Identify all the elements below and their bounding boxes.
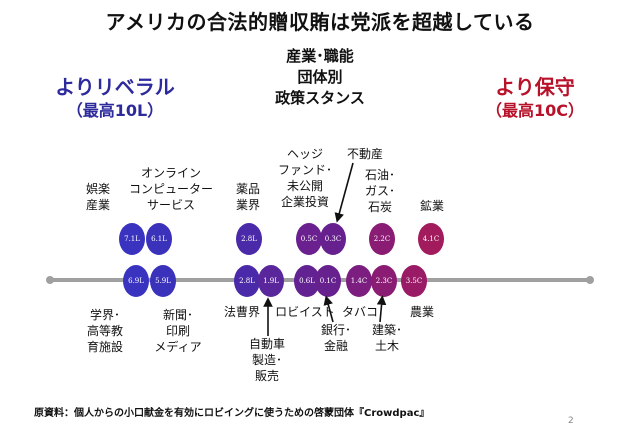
- label-line: 石炭: [367, 200, 392, 214]
- circle-real-estate: 0.3C: [320, 223, 346, 255]
- center-heading-line-3: 政策スタンス: [275, 89, 365, 107]
- center-heading-line-2: 団体別: [297, 68, 343, 86]
- label-line: ガス･: [364, 184, 395, 198]
- label-line: メディア: [154, 340, 202, 354]
- label-media: 新聞･ 印刷 メディア: [148, 307, 208, 355]
- label-entertainment: 娯楽 産業: [78, 181, 118, 213]
- circle-oil-gas-coal: 2.2C: [369, 223, 395, 255]
- arrow-banking: [323, 295, 334, 323]
- circle-construction: 2.3C: [371, 265, 397, 297]
- label-line: 販売: [254, 369, 279, 383]
- circle-mining: 4.1C: [418, 223, 444, 255]
- page-number: 2: [568, 416, 574, 426]
- label-line: 高等教: [86, 324, 123, 338]
- label-line: 育施設: [86, 340, 123, 354]
- label-pharma: 薬品 業界: [228, 181, 268, 213]
- arrow-real-estate: [334, 162, 354, 223]
- label-line: コンピューター: [128, 182, 213, 196]
- label-tobacco: タバコ: [341, 305, 378, 319]
- label-line: 印刷: [165, 324, 190, 338]
- label-line: 石油･: [364, 168, 395, 182]
- arrow-construction: [376, 295, 387, 323]
- label-construction: 建築･ 土木: [364, 322, 410, 354]
- circle-hedge-funds: 0.5C: [296, 223, 322, 255]
- label-line: 自動車: [248, 337, 285, 351]
- conservative-heading: より保守 （最高10C）: [470, 74, 600, 122]
- label-hedge-funds: ヘッジ ファンド･ 未公開 企業投資: [273, 146, 337, 210]
- circle-legal: 2.8L: [234, 265, 260, 297]
- label-line: 新聞･: [162, 308, 193, 322]
- center-heading: 産業･職能 団体別 政策スタンス: [245, 46, 395, 109]
- label-line: 土木: [374, 339, 399, 353]
- conservative-heading-sub: （最高10C）: [485, 101, 584, 120]
- label-line: 産業: [85, 198, 110, 212]
- liberal-heading-sub: （最高10L）: [66, 101, 164, 120]
- label-automotive: 自動車 製造･ 販売: [243, 336, 291, 384]
- page-title: アメリカの合法的贈収賄は党派を超越している: [105, 10, 535, 34]
- circle-banking: 0.1C: [315, 265, 341, 297]
- label-line: サービス: [146, 198, 195, 212]
- label-lobbyists: ロビイスト: [275, 305, 335, 319]
- label-line: 建築･: [371, 323, 402, 337]
- label-real-estate: 不動産: [346, 147, 383, 161]
- circle-pharma: 2.8L: [236, 223, 262, 255]
- label-line: 金融: [323, 339, 348, 353]
- label-agriculture: 農業: [409, 305, 434, 319]
- source-footnote: 原資料：個人からの小口献金を有効にロビイングに使うための啓蒙団体『Crowdpa…: [34, 408, 430, 419]
- label-line: 未公開: [286, 179, 323, 193]
- center-heading-line-1: 産業･職能: [286, 47, 354, 65]
- circle-online-services: 6.1L: [146, 223, 172, 255]
- label-line: 業界: [235, 198, 260, 212]
- label-line: オンライン: [140, 166, 201, 180]
- label-banking: 銀行･ 金融: [314, 322, 358, 354]
- label-legal: 法曹界: [223, 305, 260, 319]
- label-mining: 鉱業: [419, 199, 444, 213]
- label-line: 製造･: [251, 353, 282, 367]
- label-line: ヘッジ: [286, 147, 323, 161]
- circle-tobacco: 1.4C: [346, 265, 372, 297]
- circle-education: 6.9L: [123, 265, 149, 297]
- liberal-heading-main: よりリベラル: [55, 75, 175, 99]
- circle-entertainment: 7.1L: [119, 223, 145, 255]
- conservative-heading-main: より保守: [495, 75, 575, 99]
- axis-left-end: [46, 276, 54, 284]
- label-line: 薬品: [235, 182, 260, 196]
- label-oil-gas-coal: 石油･ ガス･ 石炭: [358, 167, 402, 215]
- label-line: ファンド･: [277, 163, 332, 177]
- label-line: 学界･: [89, 308, 120, 322]
- label-line: 娯楽: [85, 182, 110, 196]
- circle-automotive: 1.9L: [258, 265, 284, 297]
- axis-right-end: [586, 276, 594, 284]
- label-education: 学界･ 高等教 育施設: [80, 307, 130, 355]
- circle-agriculture: 3.5C: [401, 265, 427, 297]
- label-line: 銀行･: [320, 323, 351, 337]
- circle-media: 5.9L: [150, 265, 176, 297]
- liberal-heading: よりリベラル （最高10L）: [40, 74, 190, 122]
- label-line: 企業投資: [280, 195, 329, 209]
- label-online-services: オンライン コンピューター サービス: [128, 165, 214, 213]
